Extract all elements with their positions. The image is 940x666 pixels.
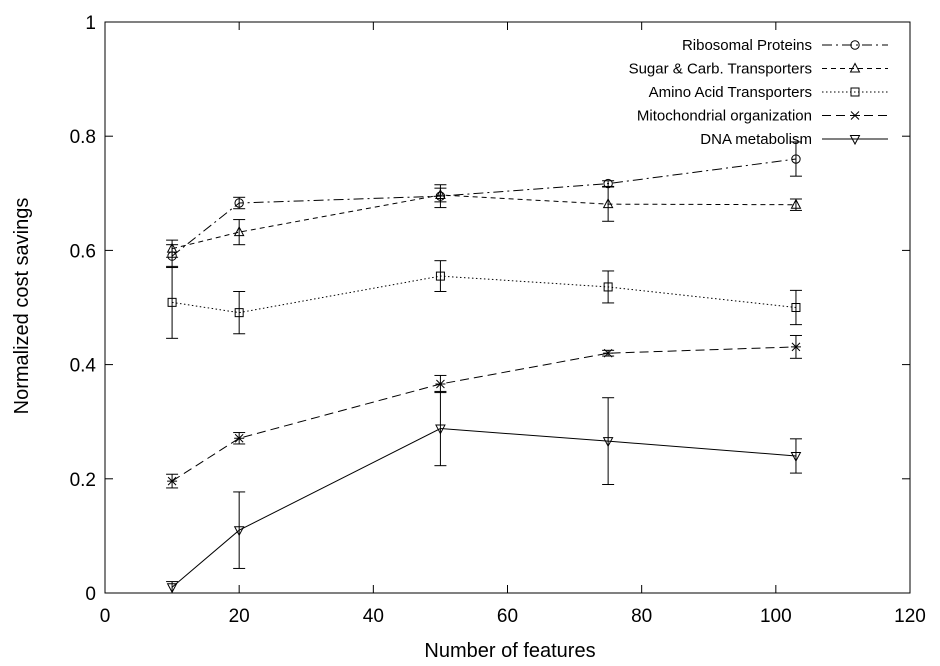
x-tick-label: 20 — [229, 606, 250, 627]
data-point — [790, 451, 802, 463]
data-point — [790, 198, 802, 209]
x-tick-label: 120 — [894, 606, 926, 627]
x-tick-label: 40 — [363, 606, 384, 627]
data-point — [849, 62, 861, 73]
y-tick-label: 0.6 — [70, 241, 96, 262]
y-tick-label: 0.8 — [70, 127, 96, 148]
y-tick-label: 1 — [85, 13, 96, 34]
y-tick-label: 0 — [85, 584, 96, 605]
x-tick-label: 80 — [631, 606, 652, 627]
data-point — [435, 271, 445, 281]
data-point — [602, 437, 614, 448]
data-point — [166, 583, 178, 594]
series-line — [172, 275, 797, 314]
series-line — [171, 158, 797, 257]
data-point — [850, 40, 860, 50]
data-point — [167, 476, 178, 486]
data-point — [233, 526, 245, 537]
series-1 — [166, 186, 802, 258]
legend-label: DNA metabolism — [700, 131, 812, 148]
x-axis: 0 20 40 60 80 100 120 — [100, 22, 926, 627]
data-point — [602, 198, 614, 209]
data-point — [234, 433, 245, 443]
data-point — [233, 226, 245, 237]
legend-label: Mitochondrial organization — [637, 108, 812, 125]
legend: Ribosomal Proteins Sugar & Carb. Transpor… — [629, 37, 888, 148]
series-3 — [166, 334, 802, 489]
series-line — [171, 346, 796, 482]
legend-label: Sugar & Carb. Transporters — [629, 61, 812, 78]
data-point — [167, 297, 177, 307]
data-point — [435, 188, 446, 200]
series-4 — [166, 390, 802, 594]
series-2 — [166, 260, 802, 339]
series-line — [171, 428, 796, 588]
y-axis: 0 0.2 0.4 0.6 0.8 1 — [70, 13, 910, 605]
data-point — [234, 198, 244, 208]
data-point — [603, 348, 614, 358]
data-point — [435, 424, 446, 435]
y-tick-label: 0.2 — [70, 470, 96, 491]
data-point — [435, 379, 446, 389]
series-line — [171, 194, 796, 250]
data-point — [791, 303, 801, 312]
data-point — [849, 135, 861, 146]
x-tick-label: 60 — [497, 606, 518, 627]
data-point — [850, 111, 860, 120]
data-point — [603, 282, 613, 292]
legend-label: Amino Acid Transporters — [649, 84, 812, 101]
plot-series — [166, 141, 802, 594]
data-point — [791, 154, 801, 164]
data-point — [234, 308, 244, 318]
x-tick-label: 100 — [760, 606, 792, 627]
x-axis-title: Number of features — [424, 640, 595, 662]
data-point — [790, 342, 801, 352]
x-tick-label: 0 — [100, 606, 111, 627]
y-axis-title: Normalized cost savings — [11, 198, 33, 415]
data-point — [850, 87, 860, 97]
legend-label: Ribosomal Proteins — [682, 37, 812, 54]
y-tick-label: 0.4 — [70, 356, 97, 377]
data-point — [166, 242, 178, 253]
